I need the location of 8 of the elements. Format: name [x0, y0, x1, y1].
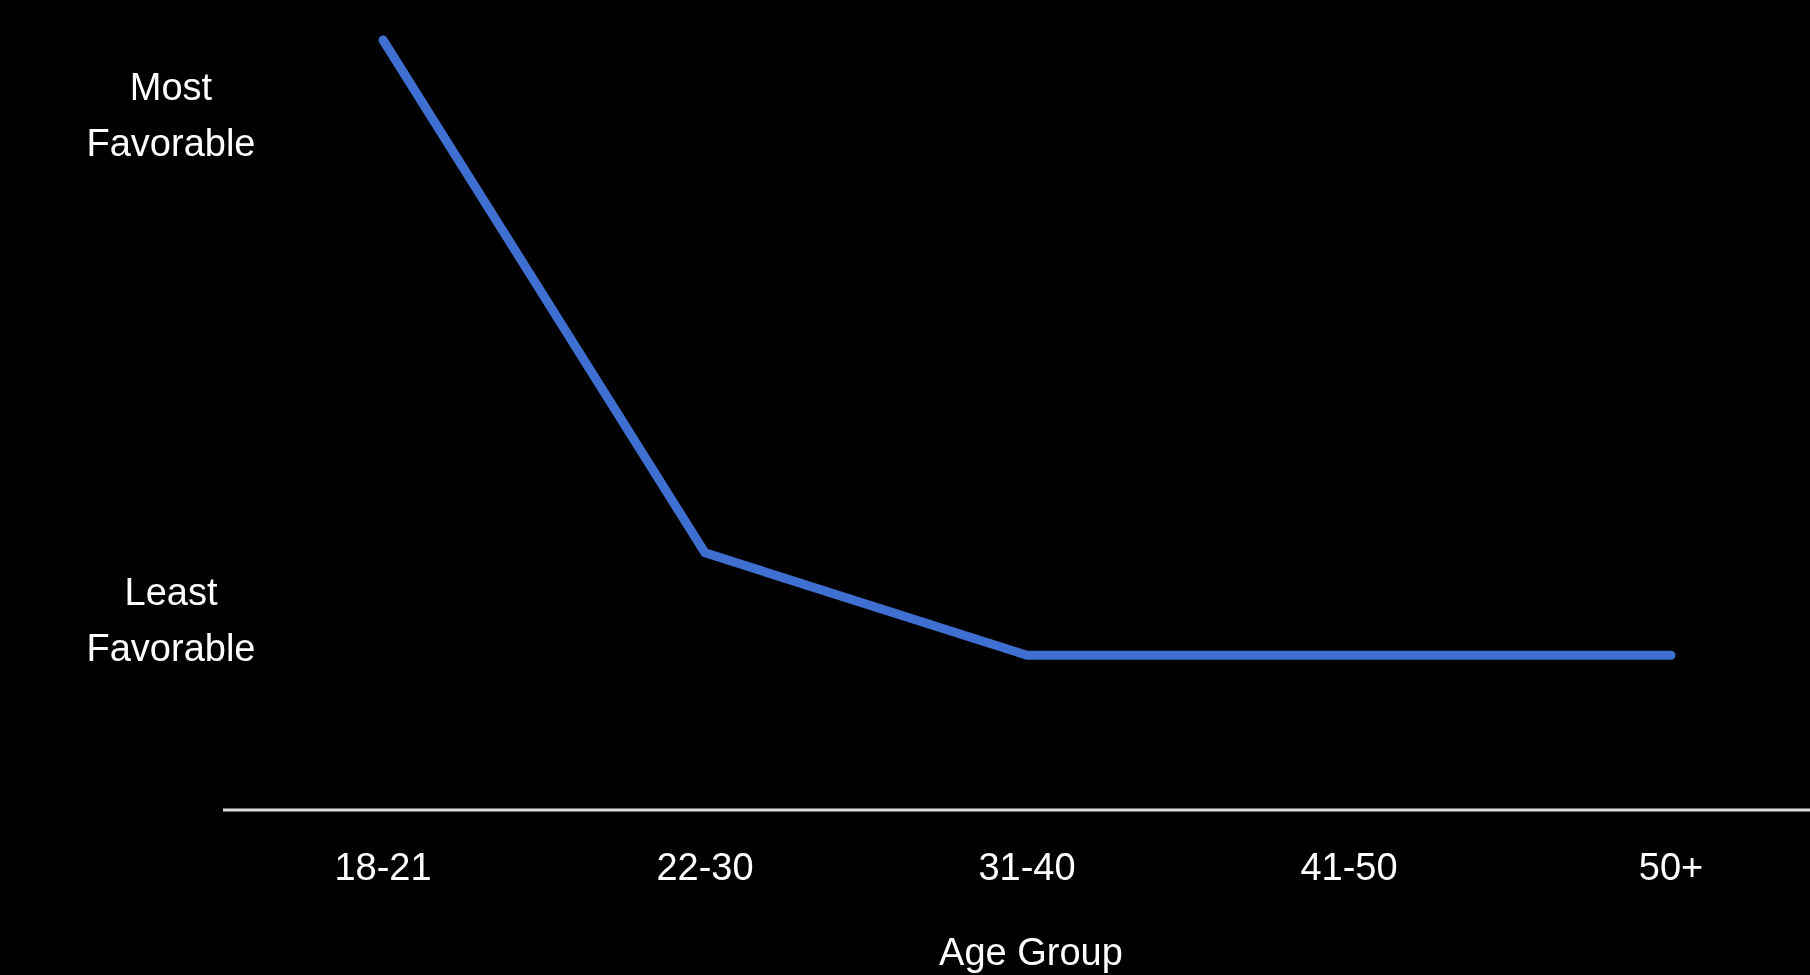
- x-tick-label: 22-30: [656, 846, 754, 888]
- x-tick-label: 18-21: [334, 846, 432, 888]
- x-axis-title: Age Group: [939, 931, 1123, 973]
- x-tick-label: 50+: [1638, 846, 1704, 888]
- annotation: Least Favorable: [86, 571, 256, 669]
- annotation: Most Favorable: [86, 66, 256, 164]
- x-tick-label: 41-50: [1300, 846, 1398, 888]
- x-tick-label: 31-40: [978, 846, 1076, 888]
